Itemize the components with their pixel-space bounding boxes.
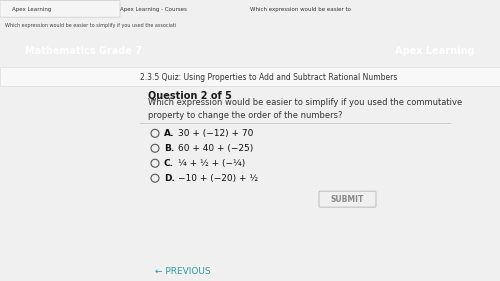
Text: Mathematics Grade 7: Mathematics Grade 7 bbox=[25, 46, 142, 56]
FancyBboxPatch shape bbox=[0, 0, 120, 17]
Text: Which expression would be easier to: Which expression would be easier to bbox=[250, 7, 351, 12]
Text: 30 + (−12) + 70: 30 + (−12) + 70 bbox=[178, 129, 254, 138]
Text: D.: D. bbox=[164, 174, 175, 183]
Text: Which expression would be easier to simplify if you used the associati: Which expression would be easier to simp… bbox=[5, 23, 176, 28]
Text: Which expression would be easier to simplify if you used the commutative
propert: Which expression would be easier to simp… bbox=[148, 98, 462, 121]
Text: Apex Learning: Apex Learning bbox=[396, 46, 475, 56]
Text: SUBMIT: SUBMIT bbox=[331, 195, 364, 204]
Bar bbox=[0, 67, 500, 86]
Text: A.: A. bbox=[164, 129, 174, 138]
Text: ← PREVIOUS: ← PREVIOUS bbox=[155, 266, 210, 276]
Text: 60 + 40 + (−25): 60 + 40 + (−25) bbox=[178, 144, 254, 153]
Text: ¼ + ½ + (−¼): ¼ + ½ + (−¼) bbox=[178, 159, 245, 168]
Text: Apex Learning - Courses: Apex Learning - Courses bbox=[120, 7, 187, 12]
Text: 2.3.5 Quiz: Using Properties to Add and Subtract Rational Numbers: 2.3.5 Quiz: Using Properties to Add and … bbox=[140, 73, 398, 82]
Text: B.: B. bbox=[164, 144, 174, 153]
Text: Question 2 of 5: Question 2 of 5 bbox=[148, 90, 232, 100]
Text: C.: C. bbox=[164, 159, 174, 168]
FancyBboxPatch shape bbox=[319, 191, 376, 207]
Text: −10 + (−20) + ½: −10 + (−20) + ½ bbox=[178, 174, 258, 183]
Text: Apex Learning: Apex Learning bbox=[12, 7, 52, 12]
